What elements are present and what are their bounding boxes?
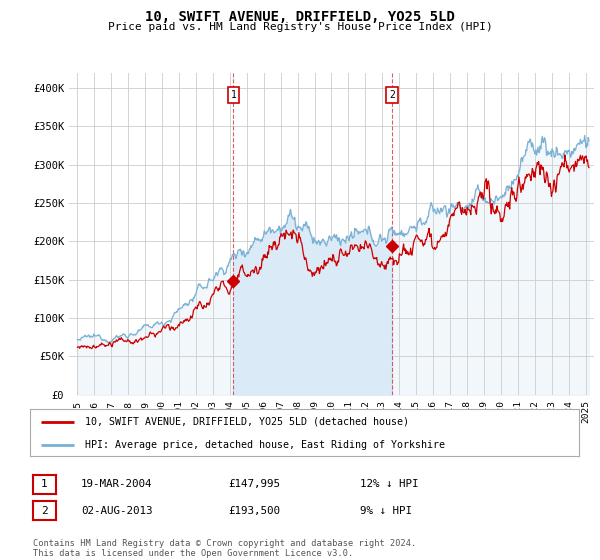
Text: £147,995: £147,995 — [228, 479, 280, 489]
Text: 2: 2 — [389, 90, 395, 100]
Text: £193,500: £193,500 — [228, 506, 280, 516]
Text: 19-MAR-2004: 19-MAR-2004 — [81, 479, 152, 489]
Text: 10, SWIFT AVENUE, DRIFFIELD, YO25 5LD (detached house): 10, SWIFT AVENUE, DRIFFIELD, YO25 5LD (d… — [85, 417, 409, 427]
Text: Price paid vs. HM Land Registry's House Price Index (HPI): Price paid vs. HM Land Registry's House … — [107, 22, 493, 32]
Text: 02-AUG-2013: 02-AUG-2013 — [81, 506, 152, 516]
Text: 9% ↓ HPI: 9% ↓ HPI — [360, 506, 412, 516]
Text: HPI: Average price, detached house, East Riding of Yorkshire: HPI: Average price, detached house, East… — [85, 440, 445, 450]
Text: 12% ↓ HPI: 12% ↓ HPI — [360, 479, 419, 489]
Text: 2: 2 — [41, 506, 48, 516]
Text: 1: 1 — [41, 479, 48, 489]
Text: Contains HM Land Registry data © Crown copyright and database right 2024.
This d: Contains HM Land Registry data © Crown c… — [33, 539, 416, 558]
Text: 1: 1 — [230, 90, 236, 100]
Text: 10, SWIFT AVENUE, DRIFFIELD, YO25 5LD: 10, SWIFT AVENUE, DRIFFIELD, YO25 5LD — [145, 10, 455, 24]
